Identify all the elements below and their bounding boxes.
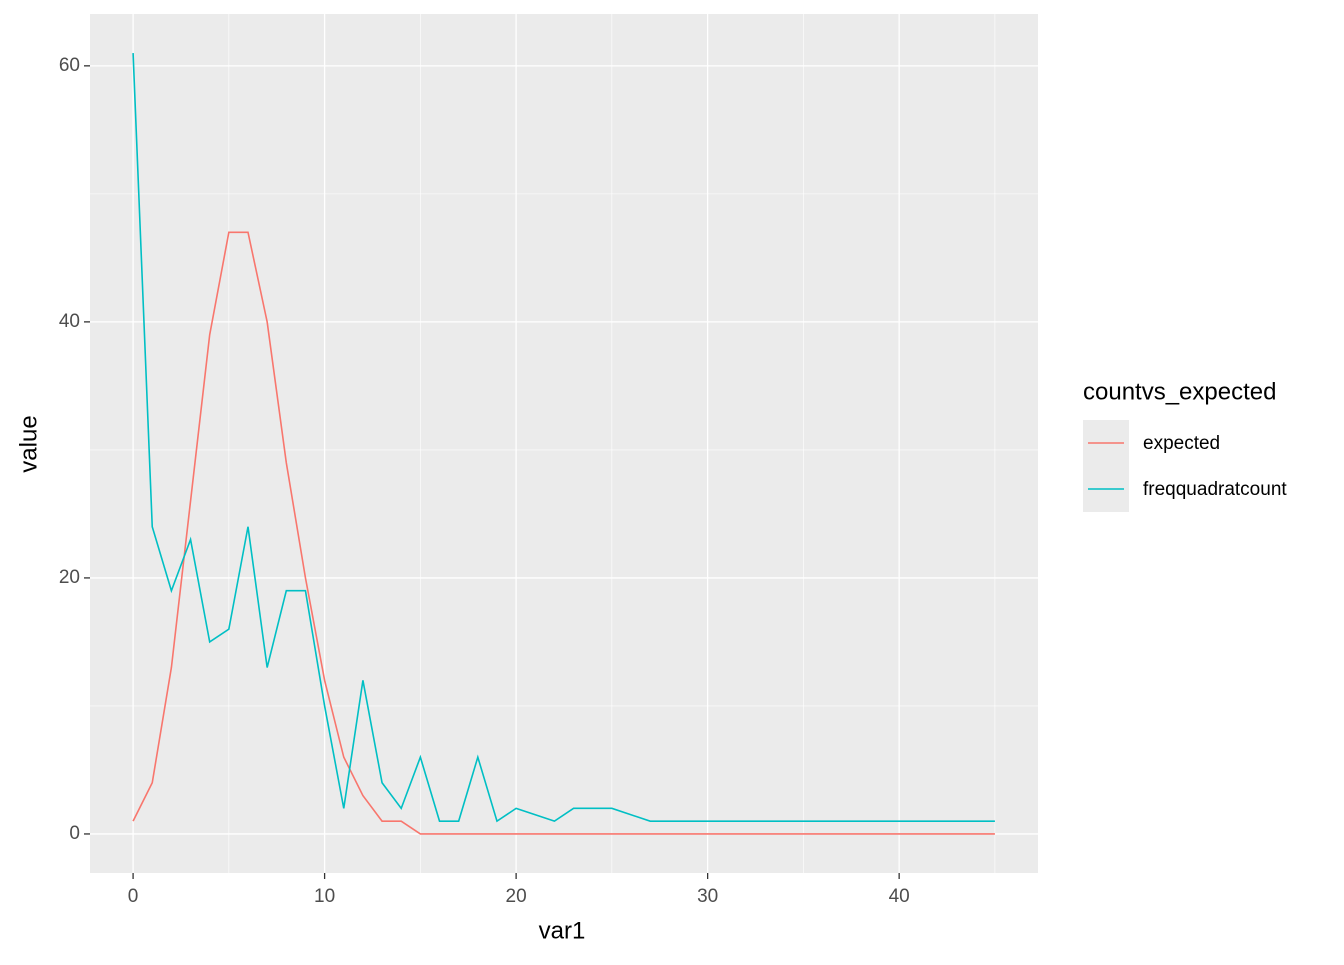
x-tick-label: 20 [506,886,527,907]
series-line [132,231,995,835]
y-tick-label: 0 [69,823,80,844]
y-tick-label: 60 [59,55,80,76]
y-tick-label: 20 [59,567,80,588]
x-tick-label: 30 [697,886,718,907]
x-tick-label: 0 [128,886,139,907]
x-tick-label: 10 [314,886,335,907]
series-line [132,53,995,823]
panel [90,14,1038,873]
y-tick-label: 40 [59,311,80,332]
y-axis-title: value [15,415,42,472]
legend-label: expected [1143,433,1220,454]
legend-title: countvs_expected [1083,378,1276,405]
legend-label: freqquadratcount [1143,479,1287,500]
x-axis-title: var1 [539,917,586,944]
x-tick-label: 40 [889,886,910,907]
